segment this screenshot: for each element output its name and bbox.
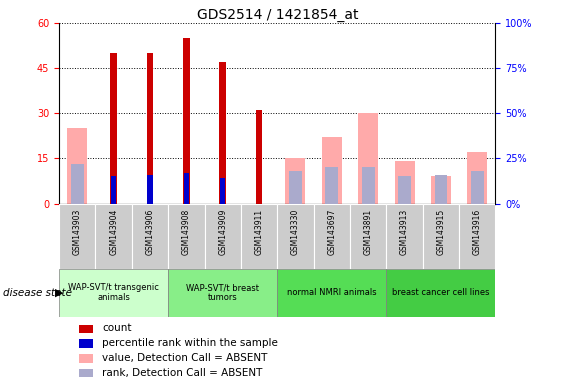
Text: GSM143906: GSM143906 [145, 209, 154, 255]
Text: WAP-SVT/t breast
tumors: WAP-SVT/t breast tumors [186, 283, 259, 303]
Bar [79, 354, 93, 362]
Bar [386, 269, 495, 317]
Bar [285, 159, 306, 204]
Bar [148, 175, 153, 204]
Text: WAP-SVT/t transgenic
animals: WAP-SVT/t transgenic animals [68, 283, 159, 303]
Text: normal NMRI animals: normal NMRI animals [287, 288, 377, 297]
Text: GSM143891: GSM143891 [364, 209, 373, 255]
Bar [59, 204, 96, 269]
Bar [398, 177, 411, 204]
Bar [96, 204, 132, 269]
Text: GSM143911: GSM143911 [254, 209, 263, 255]
Text: GSM143908: GSM143908 [182, 209, 191, 255]
Bar [110, 53, 117, 204]
Bar [59, 269, 168, 317]
Text: rank, Detection Call = ABSENT: rank, Detection Call = ABSENT [102, 368, 262, 378]
Bar [467, 152, 487, 204]
Bar [362, 167, 374, 204]
Bar [256, 110, 262, 204]
Bar [289, 171, 302, 204]
Text: value, Detection Call = ABSENT: value, Detection Call = ABSENT [102, 353, 267, 363]
Text: GSM143330: GSM143330 [291, 209, 300, 255]
Title: GDS2514 / 1421854_at: GDS2514 / 1421854_at [196, 8, 358, 22]
Bar [111, 177, 117, 204]
Text: GSM143903: GSM143903 [73, 209, 82, 255]
Bar [71, 164, 84, 204]
Bar [79, 369, 93, 377]
Text: disease state: disease state [3, 288, 72, 298]
Bar [183, 38, 190, 204]
Bar [147, 53, 153, 204]
Bar [325, 167, 338, 204]
Text: ▶: ▶ [55, 288, 64, 298]
Bar [184, 173, 189, 204]
Text: GSM143904: GSM143904 [109, 209, 118, 255]
Bar [79, 324, 93, 333]
Bar [395, 161, 414, 204]
Bar [423, 204, 459, 269]
Bar [204, 204, 241, 269]
Bar [435, 175, 447, 204]
Bar [241, 204, 277, 269]
Text: GSM143915: GSM143915 [436, 209, 445, 255]
Bar [220, 178, 225, 204]
Bar [459, 204, 495, 269]
Bar [314, 204, 350, 269]
Text: breast cancer cell lines: breast cancer cell lines [392, 288, 490, 297]
Text: GSM143916: GSM143916 [473, 209, 482, 255]
Text: count: count [102, 323, 131, 333]
Text: GSM143909: GSM143909 [218, 209, 227, 255]
Bar [322, 137, 342, 204]
Bar [358, 113, 378, 204]
Text: GSM143697: GSM143697 [327, 209, 336, 255]
Text: percentile rank within the sample: percentile rank within the sample [102, 338, 278, 348]
Text: GSM143913: GSM143913 [400, 209, 409, 255]
Bar [220, 62, 226, 204]
Bar [168, 204, 204, 269]
Bar [79, 339, 93, 348]
Bar [68, 128, 87, 204]
Bar [278, 269, 386, 317]
Bar [132, 204, 168, 269]
Bar [278, 204, 314, 269]
Bar [350, 204, 386, 269]
Bar [168, 269, 277, 317]
Bar [471, 171, 484, 204]
Bar [431, 177, 451, 204]
Bar [386, 204, 423, 269]
